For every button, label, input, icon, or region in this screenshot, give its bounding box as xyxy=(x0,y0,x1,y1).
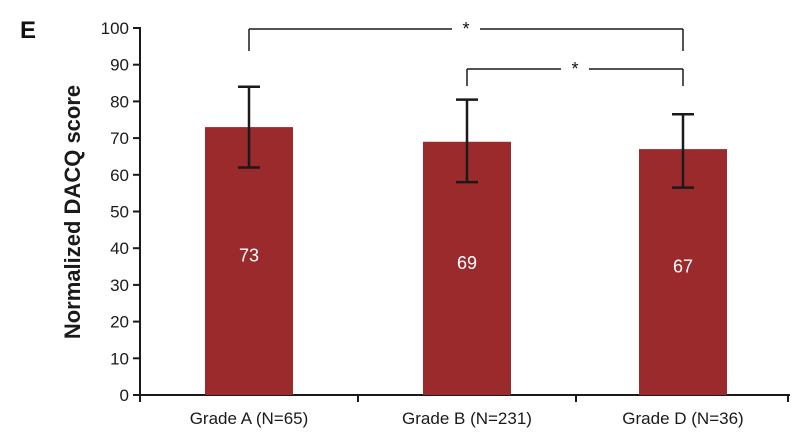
y-tick-label: 100 xyxy=(101,19,129,38)
plot-area: 0 10 20 30 40 50 60 70 80 90 100 73 Grade A (N=65) 69… xyxy=(101,19,790,428)
y-axis-title: Normalized DACQ score xyxy=(60,85,85,339)
y-tick-label: 90 xyxy=(110,56,129,75)
bar-value-label: 69 xyxy=(457,253,477,273)
y-tick-label: 50 xyxy=(110,203,129,222)
y-tick-label: 30 xyxy=(110,276,129,295)
y-tick-label: 10 xyxy=(110,349,129,368)
significance-star: * xyxy=(571,59,578,79)
bar xyxy=(423,141,511,395)
significance-star: * xyxy=(462,19,469,39)
bar xyxy=(639,149,727,395)
y-tick-label: 70 xyxy=(110,129,129,148)
bar-value-label: 73 xyxy=(239,246,259,266)
panel-label: E xyxy=(20,17,36,44)
bar-value-label: 67 xyxy=(673,257,693,277)
y-tick-label: 20 xyxy=(110,313,129,332)
y-tick-label: 60 xyxy=(110,166,129,185)
y-tick-label: 80 xyxy=(110,92,129,111)
x-category-label: Grade A (N=65) xyxy=(190,409,309,428)
x-category-label: Grade D (N=36) xyxy=(622,409,743,428)
bar xyxy=(205,127,293,395)
y-tick-label: 40 xyxy=(110,239,129,258)
x-category-label: Grade B (N=231) xyxy=(402,409,532,428)
y-tick-label: 0 xyxy=(120,386,129,405)
